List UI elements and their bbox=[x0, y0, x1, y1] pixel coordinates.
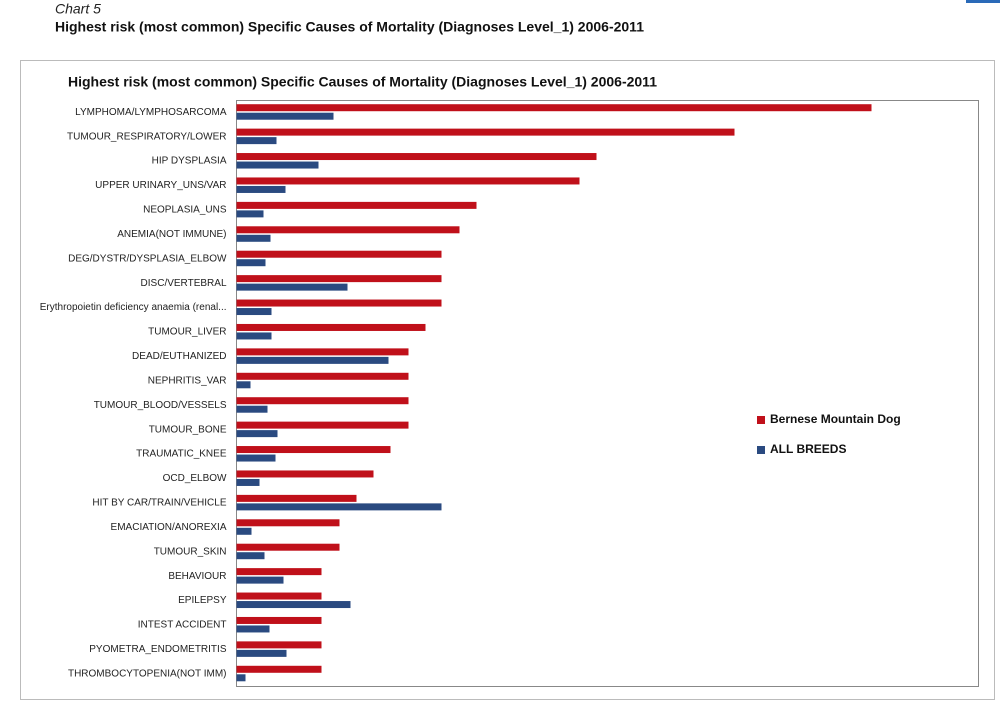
corner-decoration bbox=[966, 0, 1000, 3]
y-tick-label: HIP DYSPLASIA bbox=[152, 156, 227, 167]
bar bbox=[236, 226, 460, 234]
y-tick-label: TUMOUR_SKIN bbox=[154, 546, 227, 557]
bar bbox=[236, 478, 260, 486]
bar bbox=[236, 177, 580, 185]
bar bbox=[236, 234, 271, 242]
bar bbox=[236, 494, 357, 502]
legend-label: Bernese Mountain Dog bbox=[770, 412, 901, 426]
bar bbox=[236, 503, 442, 511]
bar bbox=[236, 128, 735, 136]
legend-swatch bbox=[757, 446, 765, 454]
bar bbox=[236, 446, 391, 454]
y-tick-label: ANEMIA(NOT IMMUNE) bbox=[117, 229, 226, 240]
bar bbox=[236, 259, 266, 267]
bar bbox=[236, 161, 319, 169]
bar bbox=[236, 250, 442, 258]
y-tick-label: INTEST ACCIDENT bbox=[138, 620, 227, 631]
bar bbox=[236, 649, 287, 657]
bar bbox=[236, 592, 322, 600]
bar bbox=[236, 527, 252, 535]
chart-label: Chart 5 bbox=[55, 1, 101, 17]
bar bbox=[236, 616, 322, 624]
y-tick-label: LYMPHOMA/LYMPHOSARCOMA bbox=[75, 107, 227, 118]
y-tick-label: NEPHRITIS_VAR bbox=[148, 375, 227, 386]
y-tick-label: EPILEPSY bbox=[178, 595, 227, 606]
y-tick-label: NEOPLASIA_UNS bbox=[143, 205, 227, 216]
bar bbox=[236, 568, 322, 576]
y-tick-label: EMACIATION/ANOREXIA bbox=[111, 522, 227, 533]
y-tick-label: THROMBOCYTOPENIA(NOT IMM) bbox=[68, 668, 227, 679]
bar bbox=[236, 153, 597, 161]
y-tick-label: TRAUMATIC_KNEE bbox=[136, 449, 227, 460]
bar bbox=[236, 625, 270, 633]
bar bbox=[236, 381, 251, 389]
y-tick-label: PYOMETRA_ENDOMETRITIS bbox=[89, 644, 227, 655]
plot-area bbox=[236, 100, 979, 687]
bar bbox=[236, 299, 442, 307]
y-tick-label: DEG/DYSTR/DYSPLASIA_ELBOW bbox=[68, 253, 227, 264]
y-tick-label: TUMOUR_BLOOD/VESSELS bbox=[94, 400, 227, 411]
bar bbox=[236, 201, 477, 209]
bar bbox=[236, 552, 265, 560]
y-tick-label: Erythropoietin deficiency anaemia (renal… bbox=[40, 302, 227, 313]
bar bbox=[236, 519, 340, 527]
bar bbox=[236, 430, 278, 438]
bar bbox=[236, 356, 389, 364]
bar bbox=[236, 283, 348, 291]
legend-label: ALL BREEDS bbox=[770, 442, 846, 456]
chart-title: Highest risk (most common) Specific Caus… bbox=[68, 74, 657, 90]
bar bbox=[236, 421, 409, 429]
y-tick-label: BEHAVIOUR bbox=[168, 571, 226, 582]
bar bbox=[236, 332, 272, 340]
bar bbox=[236, 576, 284, 584]
y-tick-label: TUMOUR_RESPIRATORY/LOWER bbox=[67, 131, 226, 142]
bar bbox=[236, 454, 276, 462]
bar bbox=[236, 275, 442, 283]
bar bbox=[236, 543, 340, 551]
bar bbox=[236, 405, 268, 413]
bar bbox=[236, 470, 374, 478]
page-title: Highest risk (most common) Specific Caus… bbox=[55, 19, 644, 35]
y-tick-label: DEAD/EUTHANIZED bbox=[132, 351, 226, 362]
bar bbox=[236, 104, 872, 112]
chart-frame bbox=[20, 60, 995, 700]
bar bbox=[236, 348, 409, 356]
y-tick-label: TUMOUR_LIVER bbox=[148, 327, 226, 338]
bar bbox=[236, 641, 322, 649]
bar bbox=[236, 601, 351, 609]
bar bbox=[236, 185, 286, 193]
bar bbox=[236, 674, 246, 682]
bar bbox=[236, 665, 322, 673]
y-tick-label: DISC/VERTEBRAL bbox=[141, 278, 227, 289]
bar bbox=[236, 112, 334, 120]
bar bbox=[236, 308, 272, 316]
y-tick-label: UPPER URINARY_UNS/VAR bbox=[95, 180, 226, 191]
y-tick-label: HIT BY CAR/TRAIN/VEHICLE bbox=[92, 498, 226, 509]
y-tick-label: OCD_ELBOW bbox=[163, 473, 227, 484]
bar bbox=[236, 372, 409, 380]
bar bbox=[236, 210, 264, 218]
bar bbox=[236, 137, 277, 145]
y-tick-label: TUMOUR_BONE bbox=[149, 424, 227, 435]
bar bbox=[236, 397, 409, 405]
legend-swatch bbox=[757, 416, 765, 424]
bar bbox=[236, 323, 426, 331]
